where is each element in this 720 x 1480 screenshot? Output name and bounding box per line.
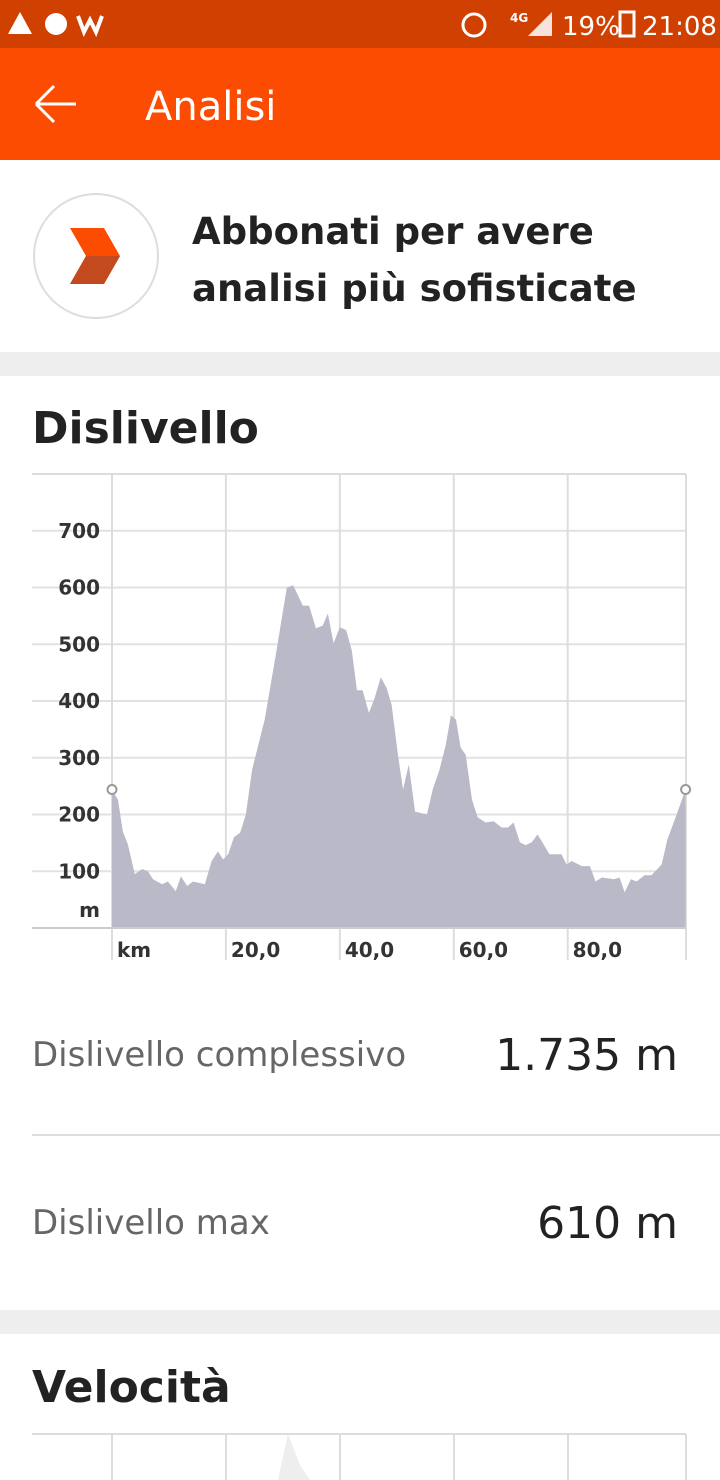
y-tick-label: 500: [58, 632, 100, 656]
y-tick-label: 200: [58, 803, 100, 827]
stat-value: 1.735 m: [495, 1030, 678, 1081]
clock: 21:08: [642, 12, 717, 42]
section-separator: [0, 352, 720, 376]
app-bar: [0, 48, 720, 160]
speed-chart-peek: [278, 1434, 310, 1480]
y-tick-label: 400: [58, 689, 100, 713]
app-icon: [76, 15, 104, 37]
alarm-icon: [461, 12, 487, 38]
promo-text[interactable]: analisi più sofisticate: [192, 267, 637, 310]
y-tick-label: 700: [58, 519, 100, 543]
battery-percent: 19%: [562, 12, 620, 42]
speed-chart-frame: [32, 1433, 687, 1480]
section-title: Dislivello: [32, 403, 259, 454]
promo-text[interactable]: Abbonati per avere: [192, 210, 594, 253]
app-icon: [45, 13, 67, 35]
x-tick-label: km: [117, 938, 151, 962]
battery-icon: [618, 10, 636, 38]
stat-value: 610 m: [537, 1198, 678, 1249]
x-tick-label: 60,0: [459, 938, 508, 962]
network-type: 4G: [510, 11, 528, 25]
endpoint-marker: [680, 784, 692, 796]
stat-label: Dislivello max: [32, 1203, 270, 1243]
endpoint-marker: [106, 784, 118, 796]
y-axis-label: m: [79, 898, 100, 922]
section-separator: [0, 1310, 720, 1334]
app-bar-title: Analisi: [145, 84, 276, 130]
promo-chevron-shade: [70, 256, 120, 284]
y-tick-label: 100: [58, 859, 100, 883]
status-bar: [0, 0, 720, 48]
y-tick-label: 300: [58, 746, 100, 770]
back-button[interactable]: [34, 84, 76, 124]
elevation-area: [112, 585, 686, 928]
y-tick-label: 600: [58, 576, 100, 600]
signal-icon: [528, 12, 552, 36]
x-tick-label: 20,0: [231, 938, 280, 962]
x-tick-label: 80,0: [573, 938, 622, 962]
warning-icon: [8, 12, 32, 34]
elevation-chart: 100 200 300 400 500 600 700 mkm 20,0 40,0 60,0 80,0: [32, 473, 692, 962]
section-title: Velocità: [32, 1362, 231, 1413]
x-tick-label: 40,0: [345, 938, 394, 962]
stat-label: Dislivello complessivo: [32, 1035, 406, 1075]
